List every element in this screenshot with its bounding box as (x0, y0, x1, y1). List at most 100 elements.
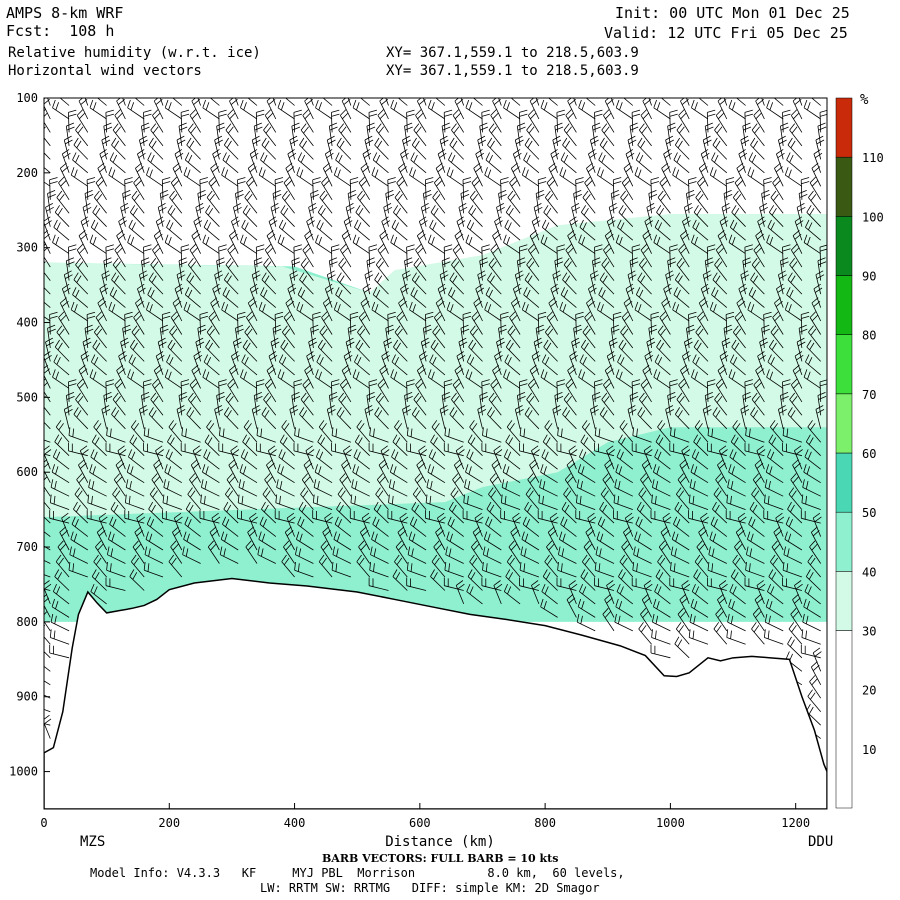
wind-barb (543, 205, 558, 227)
wind-barb (141, 257, 150, 281)
wind-barb (326, 270, 336, 295)
wind-barb (800, 510, 821, 524)
wind-barb (189, 243, 201, 268)
wind-barb (481, 577, 502, 591)
wind-barb (90, 219, 107, 241)
wind-barb (473, 162, 483, 187)
wind-barb (443, 442, 464, 457)
wind-barb (251, 135, 261, 160)
wind-barb (145, 531, 164, 551)
wind-barb (805, 219, 821, 241)
wind-barb (199, 510, 220, 524)
wind-barb (390, 369, 408, 389)
wind-barb (745, 561, 765, 578)
wind-barb (817, 257, 827, 281)
wind-barb (295, 546, 314, 564)
wind-barb (702, 135, 712, 160)
wind-barb (592, 257, 601, 281)
wind-barb (686, 324, 695, 349)
wind-barb (458, 203, 468, 227)
wind-barb (583, 540, 596, 564)
wind-barb (524, 137, 540, 160)
wind-barb (44, 181, 51, 187)
wind-barb (151, 473, 164, 497)
wind-barb (413, 392, 427, 416)
wind-barb (695, 190, 709, 214)
wind-barb (302, 378, 314, 403)
wind-barb (488, 258, 502, 281)
wind-barb (557, 427, 577, 443)
wind-barb (748, 516, 765, 537)
wind-barb (732, 554, 746, 578)
wind-barb (92, 205, 107, 227)
wind-barb (240, 234, 258, 255)
wind-barb (660, 526, 671, 551)
wind-barb (337, 487, 352, 510)
wind-barb (222, 152, 239, 174)
wind-barb (338, 123, 352, 147)
wind-barb (688, 494, 709, 510)
wind-barb (660, 98, 671, 106)
wind-barb (178, 122, 188, 146)
wind-barb (441, 122, 451, 146)
wind-barb (500, 494, 521, 510)
wind-barb (728, 464, 746, 484)
wind-barb (717, 230, 728, 254)
wind-barb (127, 369, 145, 389)
wind-barbs (44, 98, 827, 739)
wind-barb (76, 378, 89, 403)
wind-barb (296, 301, 314, 322)
wind-barb (263, 123, 277, 147)
wind-barb (745, 427, 765, 443)
wind-barb (627, 270, 637, 295)
wind-barb (646, 203, 656, 227)
wind-barb (420, 203, 430, 227)
wind-barb (477, 135, 487, 160)
wind-barb (52, 449, 70, 470)
wind-barb (730, 569, 746, 591)
wind-barb (242, 205, 258, 227)
wind-barb (394, 325, 408, 349)
wind-barb (554, 257, 564, 281)
wind-barb (139, 270, 148, 295)
wind-barb (383, 337, 393, 362)
wind-barb (538, 494, 558, 510)
wind-barb (712, 137, 728, 160)
wind-barb (482, 546, 502, 564)
wind-barb (166, 354, 183, 376)
wind-barb (108, 167, 126, 187)
wind-barb (482, 427, 502, 443)
wind-barb (244, 325, 258, 349)
wind-barb (402, 405, 411, 429)
wind-barb (452, 109, 465, 133)
wind-barb (368, 442, 389, 457)
wind-barb (581, 420, 596, 443)
wind-barb (328, 122, 338, 146)
wind-barb (328, 257, 338, 281)
wind-barb (767, 583, 784, 605)
wind-barb (389, 464, 408, 484)
wind-barb (751, 258, 765, 281)
wind-barb (527, 378, 540, 403)
rh-shading (44, 214, 827, 622)
wind-barb (565, 378, 577, 403)
wind-barb (439, 135, 449, 160)
wind-barb (761, 190, 770, 214)
wind-barb (675, 622, 690, 645)
wind-barb (787, 137, 803, 160)
wind-barb (50, 479, 70, 497)
wind-barb (448, 287, 464, 308)
wind-barb (661, 162, 671, 187)
wind-barb (790, 378, 803, 403)
wind-barb (358, 311, 371, 335)
wind-barb (784, 531, 803, 551)
wind-barb (704, 392, 714, 416)
wind-barb (653, 464, 671, 484)
wind-barb (526, 258, 540, 281)
wind-barb (498, 190, 507, 214)
wind-barb (202, 99, 220, 120)
wind-barb (237, 494, 258, 510)
wind-barb (426, 479, 446, 497)
wind-barb (303, 459, 314, 483)
wind-barb (637, 407, 652, 430)
